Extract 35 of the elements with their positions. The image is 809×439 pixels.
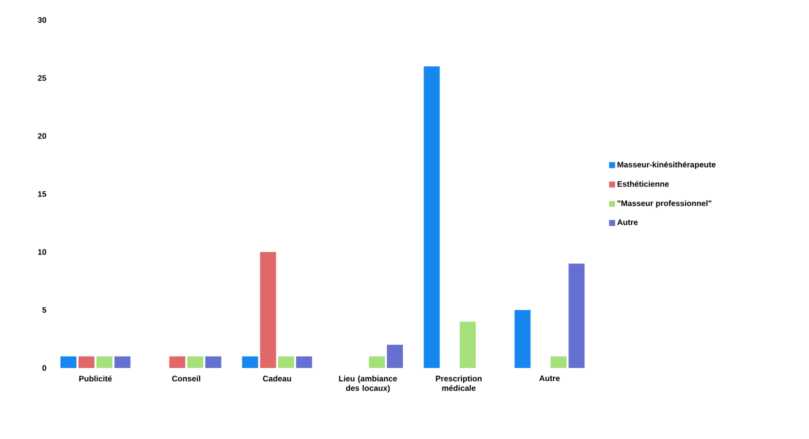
bar (514, 310, 531, 368)
bar (296, 356, 312, 368)
bar (260, 252, 276, 368)
legend-label: "Masseur professionnel" (618, 200, 712, 208)
bar (550, 356, 567, 368)
bar (568, 264, 585, 368)
bar (368, 356, 385, 368)
bar (169, 356, 186, 368)
x-tick-label: Publicité (79, 376, 112, 382)
x-tick-label: Prescription médicale (436, 376, 482, 391)
y-tick-label: 5 (42, 307, 46, 313)
x-tick-label: Conseil (172, 376, 200, 382)
x-tick-label: Cadeau (262, 376, 292, 382)
bar (187, 356, 204, 368)
y-tick-label: 25 (38, 75, 46, 81)
bar (278, 356, 294, 368)
bar (96, 356, 112, 368)
x-tick-label: Lieu (ambiance des locaux) (339, 376, 397, 392)
bar (424, 66, 440, 368)
y-tick-label: 0 (42, 365, 46, 371)
y-tick-label: 10 (38, 249, 46, 255)
bar (60, 356, 76, 368)
legend-label: Esthéticienne (618, 180, 669, 187)
bar (460, 322, 476, 368)
bar (242, 356, 258, 368)
y-tick-label: 30 (38, 17, 46, 23)
bar (386, 344, 403, 368)
x-tick-label: Autre (539, 376, 560, 382)
legend-label: Autre (617, 220, 638, 226)
bar (114, 356, 130, 368)
y-tick-label: 15 (38, 191, 46, 197)
bar (78, 356, 94, 368)
y-tick-label: 20 (38, 133, 46, 139)
bar (205, 356, 222, 368)
legend-label: Masseur-kinésithérapeute (618, 161, 716, 170)
